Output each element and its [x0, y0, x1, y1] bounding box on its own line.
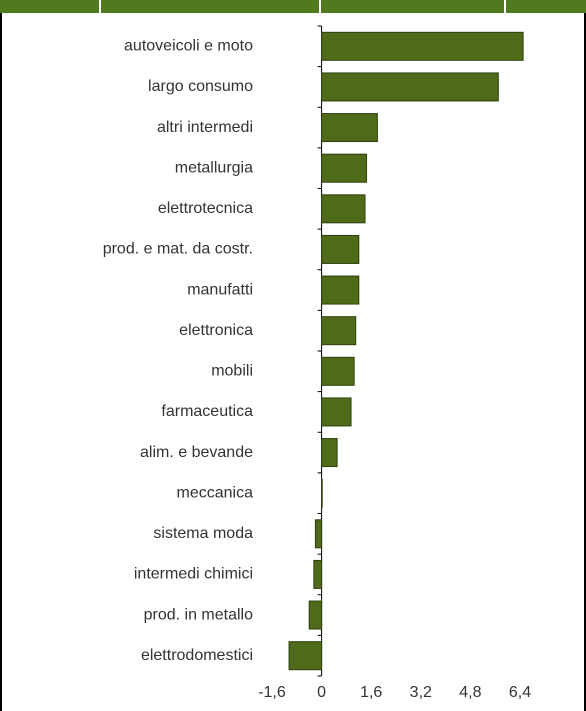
bar [321, 478, 323, 508]
x-tick-label: -1,6 [258, 684, 286, 701]
bar [321, 113, 378, 143]
bar [313, 559, 323, 589]
bar [321, 194, 366, 224]
bar [321, 153, 368, 183]
bar [308, 600, 323, 630]
y-tick-label: altri intermedi [157, 119, 253, 136]
bar [321, 316, 357, 346]
y-tick-label: farmaceutica [161, 403, 253, 420]
bar [288, 641, 323, 671]
y-tick-label: elettrotecnica [158, 200, 253, 217]
bar [321, 397, 352, 427]
bar [321, 31, 524, 61]
y-tick-label: elettrodomestici [141, 647, 253, 664]
y-tick-label: sistema moda [153, 525, 253, 542]
y-tick-label: prod. e mat. da costr. [103, 241, 253, 258]
bar [321, 438, 338, 468]
y-tick-label: alim. e bevande [140, 444, 253, 461]
bar [321, 275, 360, 305]
y-tick-label: mobili [211, 363, 253, 380]
y-tick-label: autoveicoli e moto [124, 38, 253, 55]
bar [321, 356, 355, 386]
x-tick-label: 6,4 [509, 684, 531, 701]
y-tick-label: manufatti [187, 281, 253, 298]
y-tick-label: meccanica [177, 484, 254, 501]
x-tick-label: 1,6 [360, 684, 382, 701]
x-tick-label: 3,2 [410, 684, 432, 701]
y-tick-label: intermedi chimici [134, 566, 253, 583]
y-tick-label: elettronica [179, 322, 253, 339]
bar [321, 234, 360, 264]
x-tick-label: 4,8 [459, 684, 481, 701]
header-strip [0, 0, 586, 13]
bar [321, 72, 499, 102]
bar [314, 519, 323, 549]
x-tick-label: 0 [317, 684, 326, 701]
y-tick-label: metallurgia [175, 159, 253, 176]
y-tick-label: prod. in metallo [144, 606, 253, 623]
y-tick-label: largo consumo [148, 78, 253, 95]
